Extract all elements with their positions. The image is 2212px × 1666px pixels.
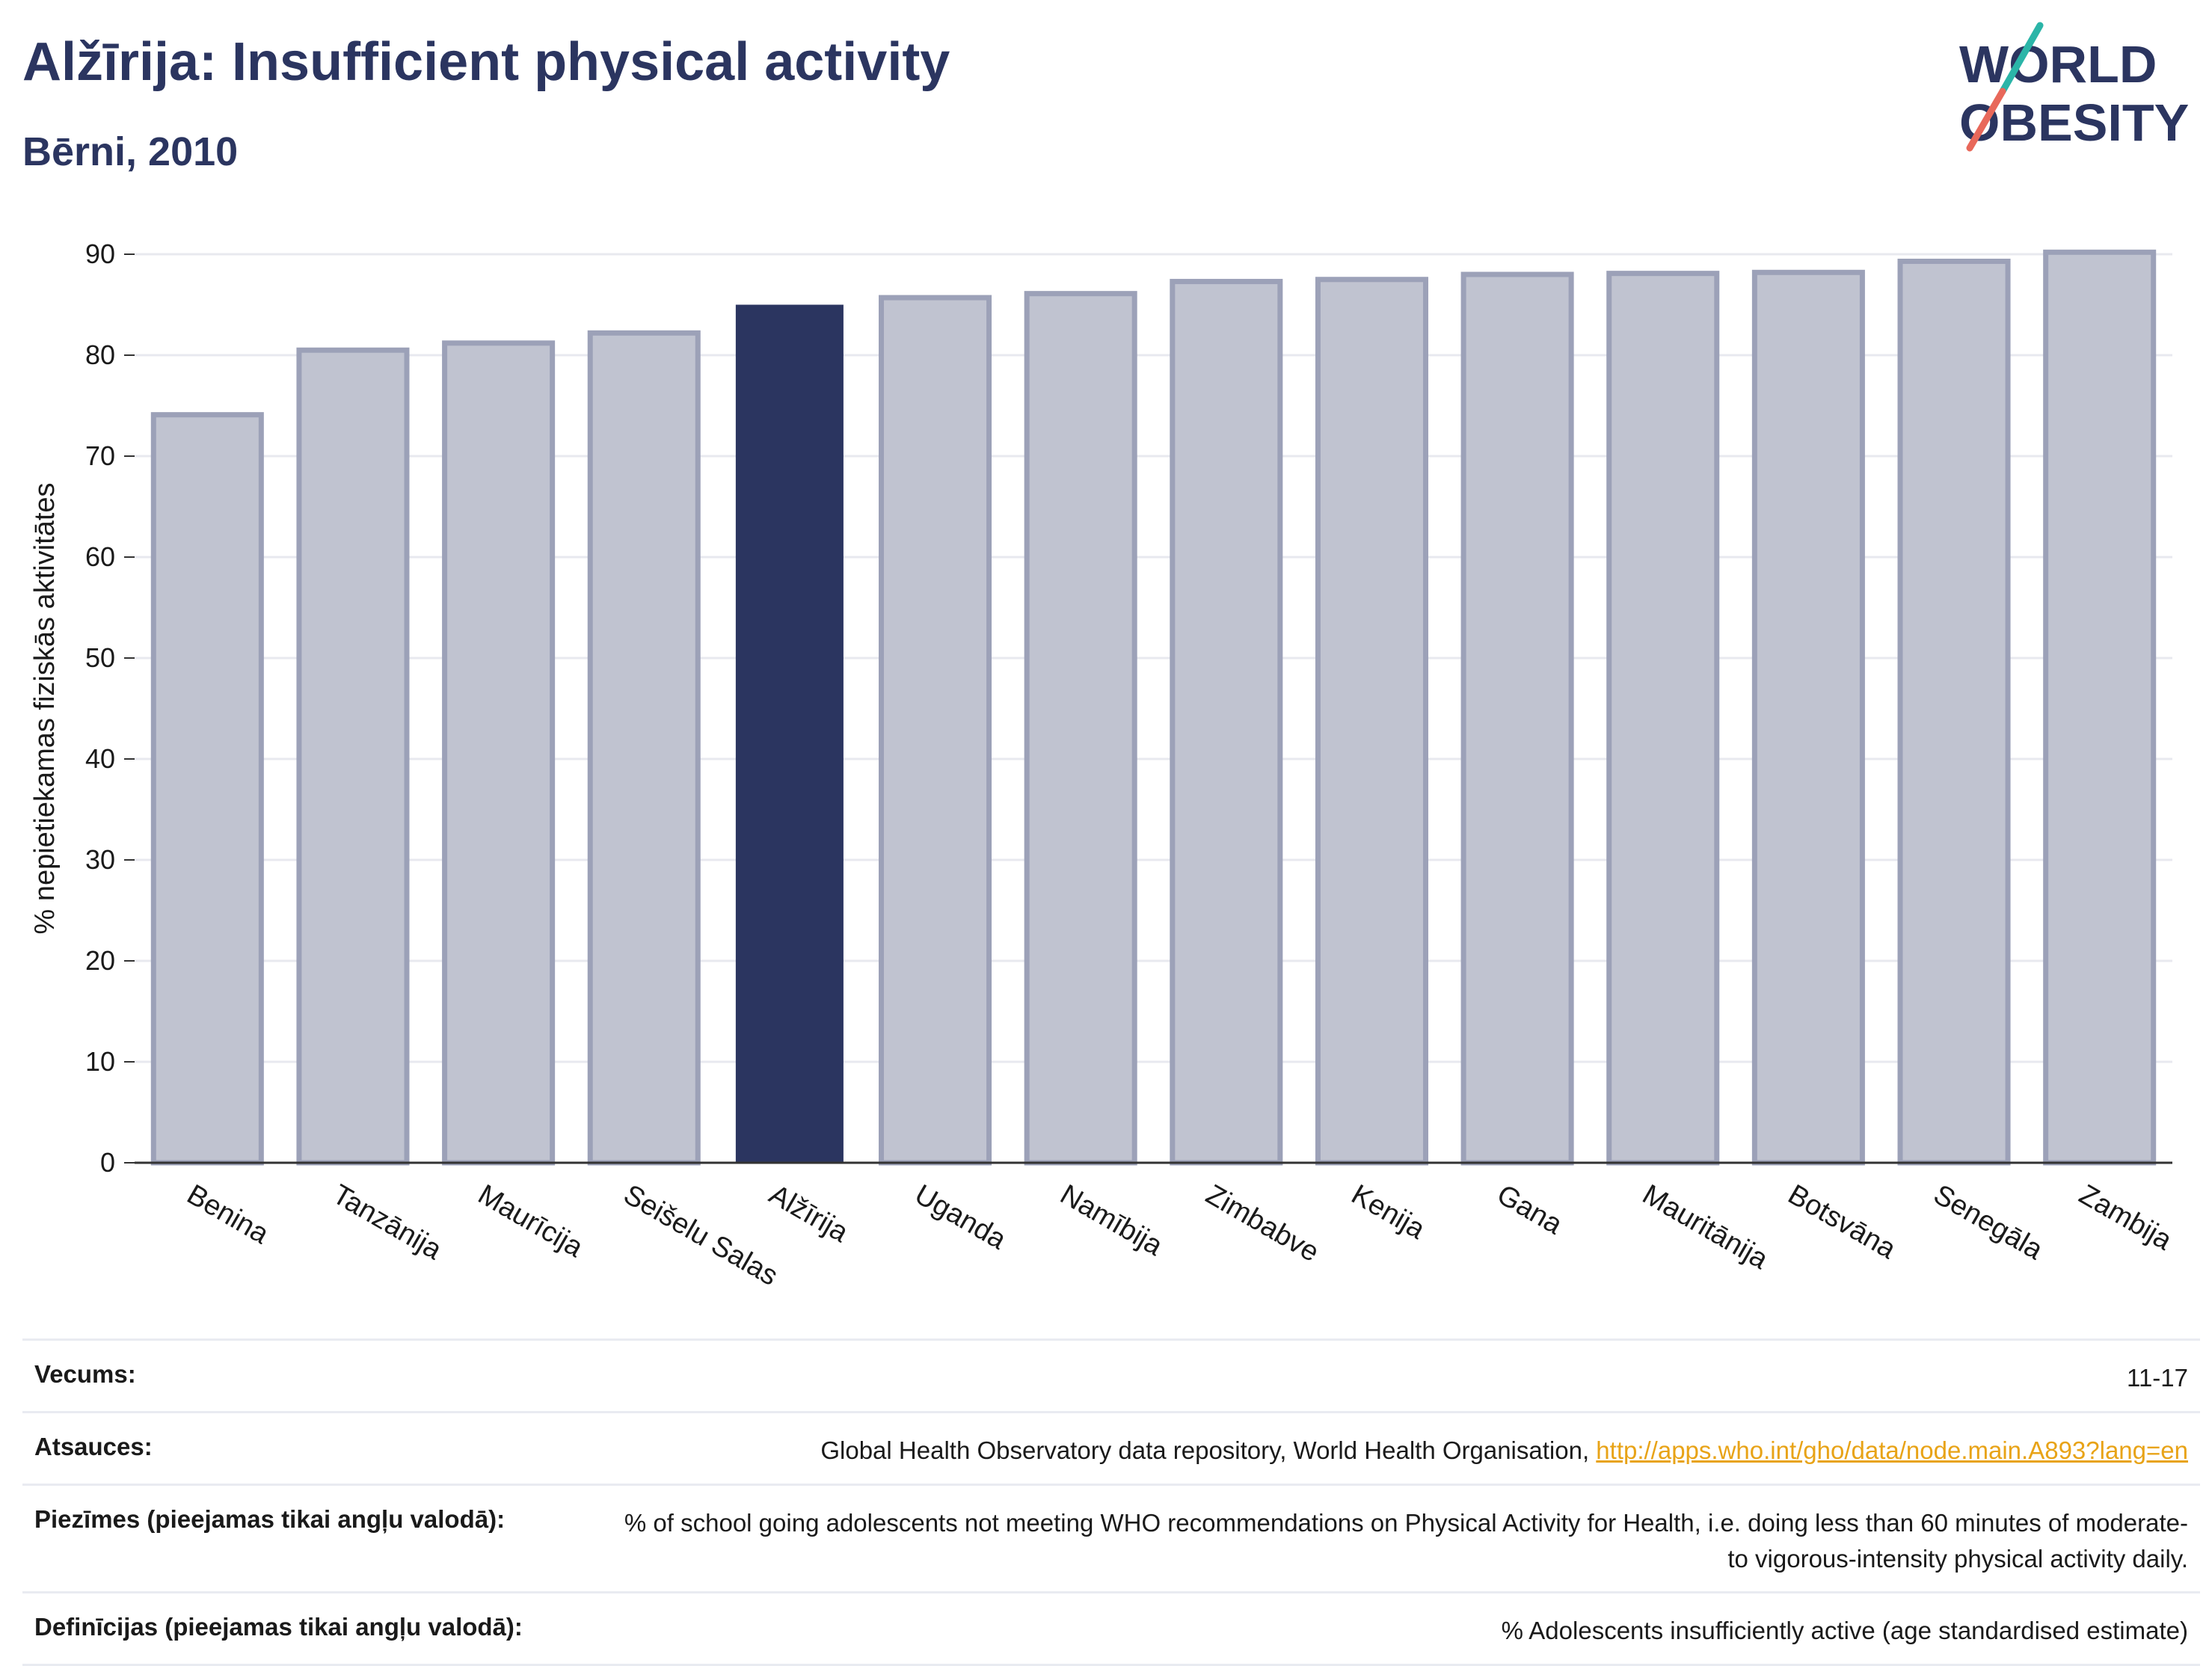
- x-tick-label: Namībija: [1055, 1178, 1169, 1262]
- bar-botsvāna: [1751, 269, 1865, 1166]
- y-tick-label: 80: [85, 339, 115, 370]
- info-row-age: Vecums: 11-17: [22, 1338, 2200, 1411]
- x-tick-label: Mauritānija: [1637, 1178, 1774, 1276]
- sources-link[interactable]: http://apps.who.int/gho/data/node.main.A…: [1596, 1436, 2188, 1464]
- x-tick-label: Tanzānija: [327, 1178, 447, 1266]
- bar-mauritānija: [1606, 271, 1720, 1166]
- x-axis-labels: Benina Tanzānija Maurīcija Seišelu SalasAlž…: [182, 1178, 2178, 1291]
- logo-text-world: WORLD: [1959, 35, 2157, 93]
- y-tick-label: 90: [85, 239, 115, 269]
- y-tick-label: 20: [85, 945, 115, 976]
- bar-seišelu-salas: [587, 330, 701, 1166]
- info-table: Vecums: 11-17 Atsauces: Global Health Ob…: [22, 1338, 2200, 1666]
- x-tick-label: Maurīcija: [473, 1178, 589, 1264]
- y-tick-label: 0: [100, 1147, 115, 1178]
- bar-kenija: [1315, 277, 1428, 1166]
- bar-zambija: [2043, 249, 2157, 1166]
- x-tick-label: Senegāla: [1929, 1178, 2049, 1266]
- world-obesity-logo: WORLD OBESITY: [1959, 22, 2189, 152]
- y-tick-label: 70: [85, 440, 115, 471]
- logo-slash-teal-icon: [1999, 22, 2044, 95]
- y-axis-label: % nepietiekamas fiziskās aktivitātes: [29, 482, 61, 934]
- x-tick-label: Uganda: [909, 1178, 1012, 1255]
- notes-label: Piezīmes (pieejamas tikai angļu valodā):: [34, 1504, 506, 1533]
- y-tick-label: 40: [85, 743, 115, 774]
- y-tick-label: 60: [85, 541, 115, 572]
- bar-chart: 0 10 20 30 40 50 60 70 80 90 Benina Tanzānija Maurī…: [29, 239, 2178, 1292]
- definitions-label: Definīcijas (pieejamas tikai angļu valod…: [34, 1613, 523, 1641]
- info-row-sources: Atsauces: Global Health Observatory data…: [22, 1410, 2200, 1484]
- x-tick-label: Botsvāna: [1783, 1178, 1902, 1265]
- bar-alžīrija: [735, 304, 844, 1163]
- gridlines: [135, 253, 2172, 1063]
- bar-zimbabve: [1170, 278, 1283, 1166]
- bar-senegāla: [1897, 258, 2011, 1166]
- sources-label: Atsauces:: [34, 1432, 153, 1460]
- chart-title: Alžīrija: Insufficient physical activity: [22, 32, 950, 92]
- info-row-definitions: Definīcijas (pieejamas tikai angļu valod…: [22, 1591, 2200, 1666]
- bar-tanzānija: [296, 347, 410, 1166]
- chart-subtitle: Bērni, 2010: [22, 129, 239, 174]
- bar-uganda: [879, 295, 992, 1166]
- sources-value: Global Health Observatory data repositor…: [820, 1433, 2188, 1469]
- sources-text: Global Health Observatory data repositor…: [820, 1436, 1597, 1464]
- bar-gana: [1460, 271, 1574, 1166]
- x-tick-label: Alžīrija: [764, 1178, 853, 1249]
- y-tick-label: 50: [85, 642, 115, 673]
- x-tick-label: Seišelu Salas: [618, 1178, 783, 1291]
- logo-slash-red-icon: [1966, 87, 2006, 152]
- x-tick-label: Zimbabve: [1200, 1178, 1324, 1268]
- x-tick-label: Zambija: [2074, 1178, 2178, 1256]
- age-label: Vecums:: [34, 1360, 136, 1388]
- definitions-value: % Adolescents insufficiently active (age…: [1501, 1617, 2188, 1645]
- x-tick-label: Gana: [1492, 1178, 1568, 1241]
- y-axis-ticks: 0 10 20 30 40 50 60 70 80 90: [85, 239, 135, 1178]
- bar-maurīcija: [442, 340, 556, 1166]
- bar-namībija: [1024, 291, 1137, 1166]
- age-value: 11-17: [2127, 1364, 2188, 1392]
- y-tick-label: 30: [85, 844, 115, 875]
- bar-benina: [150, 412, 264, 1166]
- x-tick-label: Benina: [182, 1178, 274, 1250]
- bars: [150, 249, 2157, 1166]
- x-tick-label: Kenija: [1346, 1178, 1431, 1246]
- y-tick-label: 10: [85, 1046, 115, 1077]
- notes-value: % of school going adolescents not meetin…: [624, 1508, 2188, 1573]
- info-row-notes: Piezīmes (pieejamas tikai angļu valodā):…: [22, 1483, 2200, 1592]
